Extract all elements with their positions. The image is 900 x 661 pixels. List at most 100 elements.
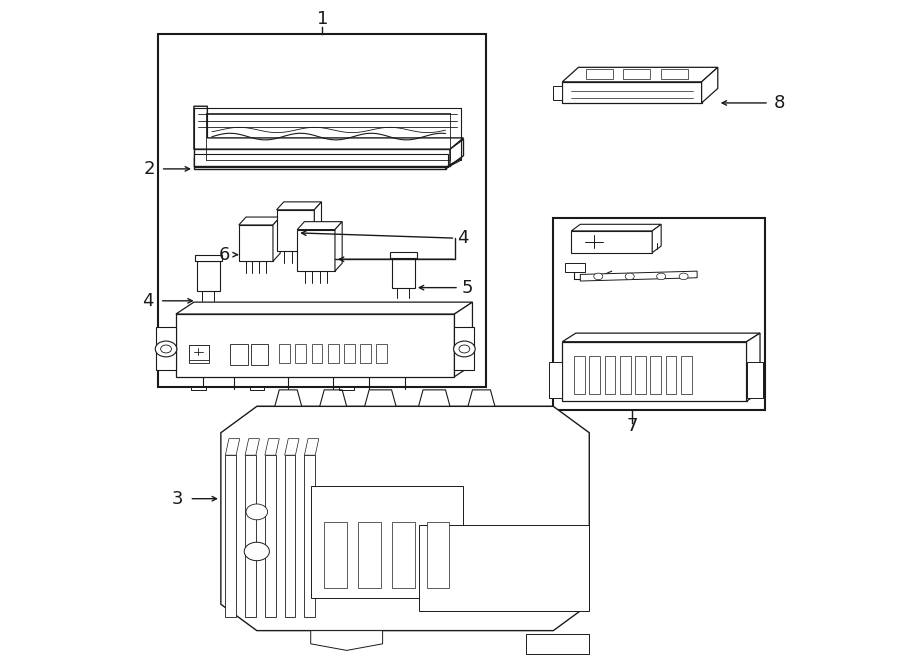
Bar	[651, 356, 661, 395]
Bar	[358, 522, 381, 588]
Bar	[427, 522, 449, 588]
Polygon shape	[454, 327, 474, 370]
Bar	[324, 522, 346, 588]
Bar	[360, 344, 371, 364]
Polygon shape	[196, 261, 220, 291]
Polygon shape	[702, 67, 718, 103]
Text: 7: 7	[626, 417, 638, 435]
Polygon shape	[265, 439, 279, 455]
Polygon shape	[526, 634, 590, 654]
Bar	[189, 345, 209, 364]
Polygon shape	[198, 149, 464, 159]
Polygon shape	[284, 455, 295, 617]
Bar	[279, 344, 290, 364]
Bar	[189, 345, 209, 360]
Polygon shape	[157, 327, 176, 370]
Circle shape	[160, 345, 171, 353]
Polygon shape	[565, 263, 585, 272]
Polygon shape	[335, 221, 342, 271]
Circle shape	[156, 341, 176, 357]
Circle shape	[594, 273, 603, 280]
Polygon shape	[554, 87, 562, 100]
Polygon shape	[238, 225, 273, 261]
Bar	[392, 522, 415, 588]
Polygon shape	[392, 258, 415, 288]
Polygon shape	[176, 302, 472, 314]
Polygon shape	[273, 217, 280, 261]
Text: 4: 4	[142, 292, 154, 310]
Polygon shape	[276, 210, 314, 251]
Polygon shape	[284, 439, 299, 455]
Polygon shape	[176, 314, 454, 377]
Polygon shape	[194, 149, 450, 166]
Bar	[662, 69, 688, 79]
Polygon shape	[562, 67, 718, 82]
Bar	[590, 356, 600, 395]
Text: 8: 8	[773, 94, 785, 112]
Polygon shape	[194, 154, 448, 167]
Polygon shape	[549, 362, 562, 398]
Polygon shape	[310, 486, 464, 598]
Text: 6: 6	[219, 246, 230, 264]
Polygon shape	[572, 231, 652, 253]
Bar	[295, 344, 306, 364]
Polygon shape	[238, 217, 280, 225]
Polygon shape	[418, 525, 590, 611]
Text: 1: 1	[317, 10, 328, 28]
Circle shape	[626, 273, 634, 280]
Bar	[311, 344, 322, 364]
Polygon shape	[245, 455, 256, 617]
Bar	[605, 356, 616, 395]
Polygon shape	[454, 302, 472, 377]
Polygon shape	[746, 362, 762, 398]
Polygon shape	[225, 455, 236, 617]
Polygon shape	[746, 333, 760, 401]
Polygon shape	[304, 439, 319, 455]
Circle shape	[680, 273, 688, 280]
Polygon shape	[245, 439, 259, 455]
Polygon shape	[249, 387, 264, 390]
Text: 5: 5	[462, 279, 473, 297]
Bar	[376, 344, 387, 364]
Polygon shape	[562, 82, 702, 103]
Polygon shape	[446, 149, 464, 169]
Polygon shape	[194, 149, 452, 159]
Polygon shape	[194, 106, 464, 149]
Polygon shape	[225, 439, 239, 455]
Bar	[620, 356, 631, 395]
Polygon shape	[562, 342, 746, 401]
Polygon shape	[562, 333, 760, 342]
Polygon shape	[191, 387, 205, 390]
Circle shape	[459, 345, 470, 353]
Bar	[554, 218, 764, 410]
Bar	[666, 356, 677, 395]
Circle shape	[246, 504, 267, 520]
Polygon shape	[580, 271, 698, 281]
Bar	[624, 69, 651, 79]
Bar	[574, 356, 585, 395]
Polygon shape	[297, 229, 335, 271]
Text: 3: 3	[172, 490, 183, 508]
Polygon shape	[572, 224, 662, 231]
Polygon shape	[652, 224, 662, 253]
Bar	[250, 344, 268, 365]
Polygon shape	[194, 139, 464, 149]
Polygon shape	[314, 202, 321, 251]
Polygon shape	[339, 387, 354, 390]
Bar	[158, 34, 486, 387]
Text: 2: 2	[144, 160, 156, 178]
Bar	[586, 69, 613, 79]
Polygon shape	[220, 407, 590, 631]
Bar	[328, 344, 338, 364]
Polygon shape	[265, 455, 275, 617]
Polygon shape	[304, 455, 315, 617]
Polygon shape	[390, 252, 417, 258]
Polygon shape	[276, 202, 321, 210]
Circle shape	[454, 341, 475, 357]
Bar	[344, 344, 355, 364]
Bar	[635, 356, 646, 395]
Polygon shape	[194, 159, 446, 169]
Text: 4: 4	[457, 229, 469, 247]
Polygon shape	[297, 221, 342, 229]
Circle shape	[244, 542, 269, 561]
